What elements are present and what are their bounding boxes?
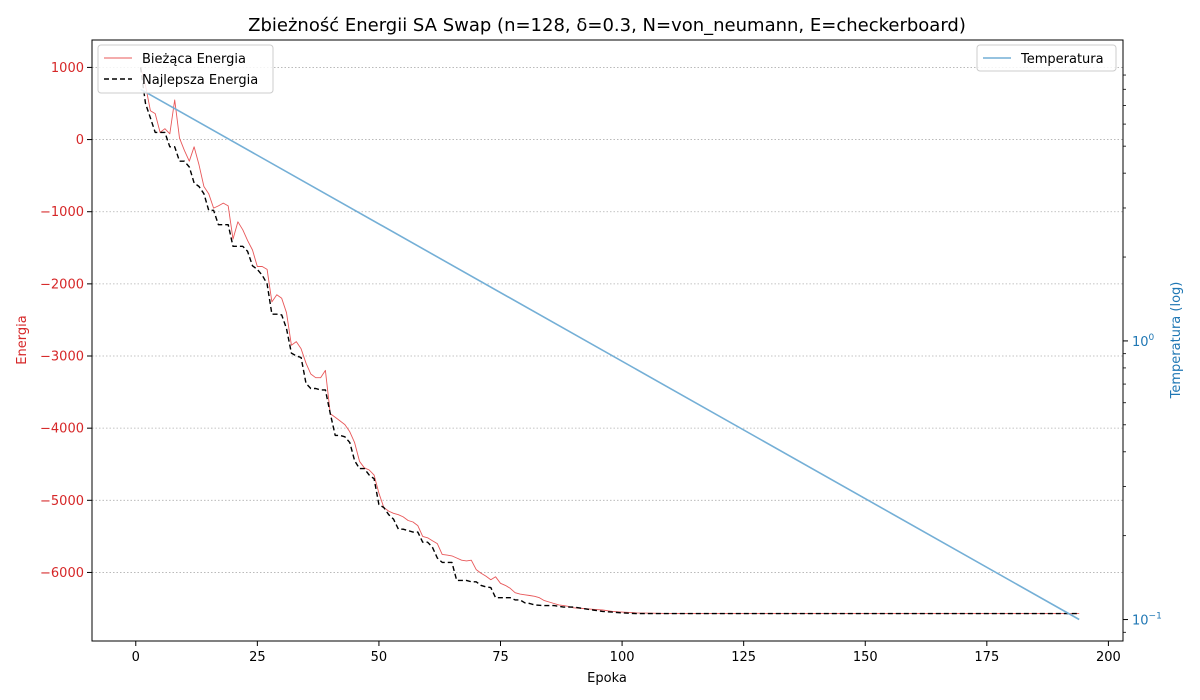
legend-energy: Bieżąca Energia Najlepsza Energia xyxy=(97,44,274,94)
y-left-tick-label: 0 xyxy=(76,133,84,148)
series-line-1 xyxy=(139,67,1080,615)
y-left-axis: 1000 0 −1000 −2000 −3000 −4000 −5000 −6000 xyxy=(40,61,92,581)
x-axis: 0 25 50 75 100 125 150 175 200 xyxy=(132,641,1121,665)
legend-label-best-energy: Najlepsza Energia xyxy=(142,73,258,88)
x-tick-label: 100 xyxy=(610,650,635,665)
grid-layer xyxy=(92,67,1123,573)
x-tick-label: 125 xyxy=(731,650,756,665)
y-left-tick-label: −2000 xyxy=(40,277,84,292)
y-left-tick-label: −3000 xyxy=(40,350,84,365)
legend-temperature-box xyxy=(976,44,1117,72)
y-left-tick-label: −6000 xyxy=(40,566,84,581)
x-tick-label: 150 xyxy=(853,650,878,665)
y-left-axis-label: Energia xyxy=(15,315,30,364)
series-layer xyxy=(139,67,1080,621)
legend-label-temperature: Temperatura xyxy=(1020,52,1104,67)
x-tick-label: 50 xyxy=(371,650,388,665)
x-tick-label: 200 xyxy=(1096,650,1121,665)
plot-frame xyxy=(91,39,1124,642)
y-right-axis: 100 10−1 xyxy=(1123,74,1162,633)
series-line-2 xyxy=(140,88,1080,621)
y-right-tick-label: 100 xyxy=(1132,333,1155,350)
y-left-tick-label: −5000 xyxy=(40,494,84,509)
y-left-tick-label: 1000 xyxy=(51,61,84,76)
x-tick-label: 175 xyxy=(974,650,999,665)
x-axis-label: Epoka xyxy=(587,671,627,686)
legend-energy-box xyxy=(97,44,274,94)
x-tick-label: 75 xyxy=(492,650,509,665)
x-tick-label: 25 xyxy=(249,650,266,665)
y-left-tick-label: −1000 xyxy=(40,205,84,220)
series-line-0 xyxy=(140,67,1080,615)
chart-title: Zbieżność Energii SA Swap (n=128, δ=0.3,… xyxy=(248,15,966,36)
y-right-axis-label: Temperatura (log) xyxy=(1169,282,1184,400)
legend-temperature: Temperatura xyxy=(976,44,1117,72)
x-tick-label: 0 xyxy=(132,650,140,665)
y-right-tick-label: 10−1 xyxy=(1132,612,1162,629)
legend-label-current-energy: Bieżąca Energia xyxy=(142,52,246,67)
y-left-tick-label: −4000 xyxy=(40,422,84,437)
